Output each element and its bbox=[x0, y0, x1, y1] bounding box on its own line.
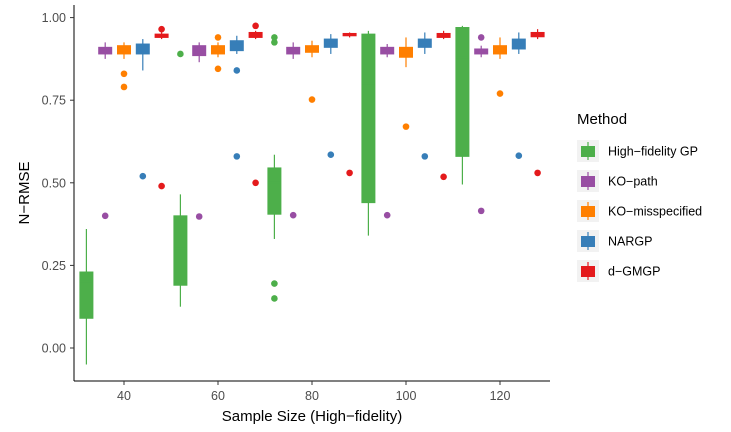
y-tick-label: 0.25 bbox=[42, 259, 66, 273]
boxplot-1-120 bbox=[474, 34, 489, 215]
outlier-point bbox=[214, 65, 222, 73]
outlier-point bbox=[101, 212, 109, 220]
legend-item: KO−path bbox=[577, 170, 658, 192]
legend-key-box bbox=[581, 206, 595, 217]
outlier-point bbox=[233, 67, 241, 74]
outlier-point bbox=[158, 182, 165, 190]
outlier-point bbox=[383, 211, 391, 219]
boxplot-2-80 bbox=[305, 40, 319, 103]
outlier-point bbox=[120, 70, 128, 78]
legend-item: High−fidelity GP bbox=[577, 140, 698, 162]
legend-label: NARGP bbox=[608, 235, 652, 249]
outlier-point bbox=[477, 207, 485, 215]
boxplot-1-80 bbox=[286, 42, 301, 219]
legend-title: Method bbox=[577, 111, 627, 128]
box bbox=[455, 27, 470, 157]
y-axis-title: N−RMSE bbox=[16, 162, 33, 225]
box bbox=[98, 46, 113, 55]
box bbox=[173, 215, 188, 286]
outlier-point bbox=[214, 34, 222, 41]
boxplot-4-100 bbox=[436, 30, 451, 181]
boxplot-2-40 bbox=[117, 42, 131, 91]
box bbox=[192, 45, 207, 57]
boxplot-3-100 bbox=[417, 32, 432, 160]
boxplot-3-60 bbox=[229, 35, 244, 160]
outlier-point bbox=[496, 90, 504, 97]
boxplot-1-100 bbox=[380, 44, 395, 219]
plot-area bbox=[79, 22, 545, 365]
legend-item: NARGP bbox=[577, 230, 652, 252]
x-tick-label: 40 bbox=[117, 389, 131, 403]
boxplot-0-40 bbox=[79, 229, 94, 365]
legend-label: KO−path bbox=[608, 175, 658, 189]
outlier-point bbox=[477, 34, 485, 41]
legend-key-box bbox=[581, 236, 595, 247]
outlier-point bbox=[139, 172, 147, 180]
legend-item: KO−misspecified bbox=[577, 200, 702, 222]
y-axis-ticks: 0.00 0.25 0.50 0.75 1.00 bbox=[42, 11, 74, 356]
boxplot-1-60 bbox=[192, 42, 207, 220]
outlier-point bbox=[252, 179, 259, 187]
box bbox=[380, 46, 395, 55]
box bbox=[135, 43, 150, 55]
boxplot-2-60 bbox=[211, 34, 225, 73]
y-tick-label: 0.50 bbox=[42, 176, 66, 190]
box bbox=[79, 271, 94, 319]
boxplot-3-40 bbox=[135, 39, 150, 180]
boxplot-1-40 bbox=[98, 42, 113, 220]
x-tick-label: 100 bbox=[396, 389, 417, 403]
x-axis-title: Sample Size (High−fidelity) bbox=[222, 408, 403, 425]
x-tick-label: 60 bbox=[211, 389, 225, 403]
boxplot-0-120 bbox=[455, 25, 470, 185]
box bbox=[267, 167, 282, 215]
outlier-point bbox=[120, 83, 128, 91]
outlier-point bbox=[271, 295, 278, 302]
legend-label: KO−misspecified bbox=[608, 205, 702, 219]
boxplot-3-80 bbox=[323, 34, 338, 159]
outlier-point bbox=[233, 153, 241, 160]
outlier-point bbox=[289, 211, 297, 219]
boxplot-4-60 bbox=[248, 22, 263, 187]
boxplot-2-100 bbox=[399, 37, 413, 130]
legend-key-box bbox=[581, 266, 595, 277]
outlier-point bbox=[271, 34, 278, 41]
outlier-point bbox=[177, 50, 184, 58]
legend-key-box bbox=[581, 176, 595, 187]
legend-label: d−GMGP bbox=[608, 265, 660, 279]
boxplot-0-100 bbox=[361, 30, 376, 236]
outlier-point bbox=[158, 25, 165, 33]
legend: Method High−fidelity GP KO−path KO−misspec… bbox=[577, 111, 702, 282]
box bbox=[361, 33, 376, 204]
x-tick-label: 120 bbox=[490, 389, 511, 403]
boxplot-3-120 bbox=[511, 32, 526, 160]
outlier-point bbox=[252, 22, 259, 30]
outlier-point bbox=[195, 213, 203, 220]
outlier-point bbox=[271, 280, 278, 287]
outlier-point bbox=[308, 96, 316, 103]
outlier-point bbox=[515, 152, 523, 160]
outlier-point bbox=[421, 153, 429, 160]
boxplot-4-120 bbox=[530, 29, 545, 177]
outlier-point bbox=[534, 169, 541, 177]
y-tick-label: 1.00 bbox=[42, 11, 66, 25]
boxplot-4-40 bbox=[154, 25, 169, 190]
boxplot-0-80 bbox=[267, 34, 282, 302]
y-tick-label: 0.00 bbox=[42, 342, 66, 356]
outlier-point bbox=[346, 169, 353, 177]
outlier-point bbox=[327, 151, 335, 159]
y-tick-label: 0.75 bbox=[42, 94, 66, 108]
outlier-point bbox=[440, 173, 447, 181]
outlier-point bbox=[271, 39, 278, 46]
boxplot-0-60 bbox=[173, 50, 188, 307]
legend-label: High−fidelity GP bbox=[608, 145, 698, 159]
x-axis-ticks: 40 60 80 100 120 bbox=[117, 381, 510, 403]
legend-key-box bbox=[581, 146, 595, 157]
outlier-point bbox=[402, 123, 410, 130]
boxplot-2-120 bbox=[493, 37, 507, 97]
legend-item: d−GMGP bbox=[577, 260, 660, 282]
x-tick-label: 80 bbox=[305, 389, 319, 403]
boxplot-4-80 bbox=[342, 32, 357, 177]
